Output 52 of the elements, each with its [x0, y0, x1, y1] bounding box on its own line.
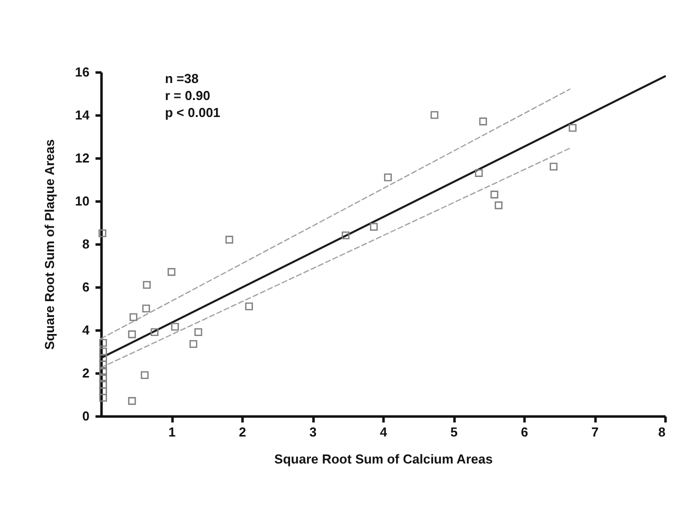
- annotation: n =38: [165, 71, 199, 86]
- point: [128, 397, 136, 405]
- annotation: r = 0.90: [165, 88, 210, 103]
- x-tick-label: 7: [591, 424, 599, 440]
- point: [479, 118, 487, 126]
- point: [550, 162, 558, 170]
- point: [130, 313, 138, 321]
- y-tick-label: 8: [82, 236, 90, 252]
- point: [342, 232, 350, 240]
- y-tick-label: 6: [82, 280, 90, 294]
- point: [142, 280, 151, 289]
- y-tick-label: 12: [75, 150, 90, 166]
- point: [430, 111, 438, 119]
- y-tick-label: 16: [75, 64, 90, 80]
- point: [568, 124, 577, 132]
- x-tick-label: 5: [450, 424, 458, 440]
- point: [245, 302, 253, 310]
- point: [474, 169, 483, 177]
- point: [142, 304, 150, 312]
- point: [370, 222, 378, 231]
- point: [490, 190, 498, 198]
- point: [99, 394, 108, 402]
- x-axis-title: Square Root Sum of Calcium Areas: [274, 452, 493, 466]
- point: [99, 373, 108, 382]
- point: [225, 236, 234, 244]
- x-tick-label: 2: [238, 424, 246, 440]
- annotation: p < 0.001: [165, 105, 220, 120]
- x-tick-label: 6: [520, 424, 528, 440]
- point: [99, 380, 108, 389]
- point: [99, 339, 108, 347]
- point: [98, 229, 106, 238]
- point: [189, 340, 198, 348]
- x-tick-label: 8: [658, 424, 666, 440]
- x-tick-label: 3: [309, 424, 317, 440]
- y-tick-label: 14: [75, 108, 90, 122]
- x-tick-label: 4: [380, 424, 388, 440]
- y-axis-title: Square Root Sum of Plaque Areas: [42, 139, 58, 350]
- point: [171, 322, 179, 331]
- point: [128, 330, 136, 338]
- point: [99, 368, 108, 376]
- point: [194, 328, 202, 336]
- y-tick-label: 10: [75, 194, 90, 208]
- y-tick-label: 4: [82, 322, 90, 338]
- y-tick-label: 0: [82, 408, 90, 424]
- y-tick-label: 2: [82, 366, 90, 380]
- point: [168, 268, 176, 276]
- point: [99, 348, 108, 356]
- point: [494, 201, 503, 210]
- point: [140, 371, 149, 380]
- point: [150, 328, 158, 336]
- point: [384, 173, 392, 182]
- x-tick-label: 1: [168, 424, 176, 440]
